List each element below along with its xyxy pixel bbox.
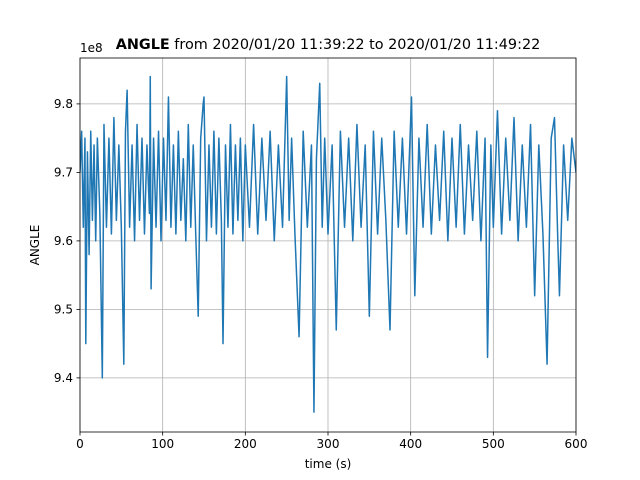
x-tick-label: 400 (399, 437, 422, 451)
title-bold: ANGLE (116, 37, 170, 53)
x-tick-label: 300 (317, 437, 340, 451)
y-tick-label: 9.5 (54, 302, 73, 316)
axes-frame (79, 57, 577, 433)
data-line (80, 75, 576, 413)
x-tick-label: 0 (76, 437, 84, 451)
y-tick-label: 9.6 (54, 234, 73, 248)
y-axis-label: ANGLE (28, 225, 42, 266)
x-tick-label: 200 (234, 437, 257, 451)
x-tick-label: 500 (482, 437, 505, 451)
y-tick-label: 9.8 (54, 97, 73, 111)
title-rest: from 2020/01/20 11:39:22 to 2020/01/20 1… (174, 37, 540, 53)
chart-title: ANGLE from 2020/01/20 11:39:22 to 2020/0… (116, 37, 541, 53)
y-tick-label: 9.7 (54, 165, 73, 179)
offset-text: 1e8 (80, 41, 103, 55)
x-tick-label: 600 (565, 437, 588, 451)
x-axis-label: time (s) (305, 457, 352, 471)
y-tick-label: 9.4 (54, 371, 73, 385)
x-tick-label: 100 (151, 437, 174, 451)
